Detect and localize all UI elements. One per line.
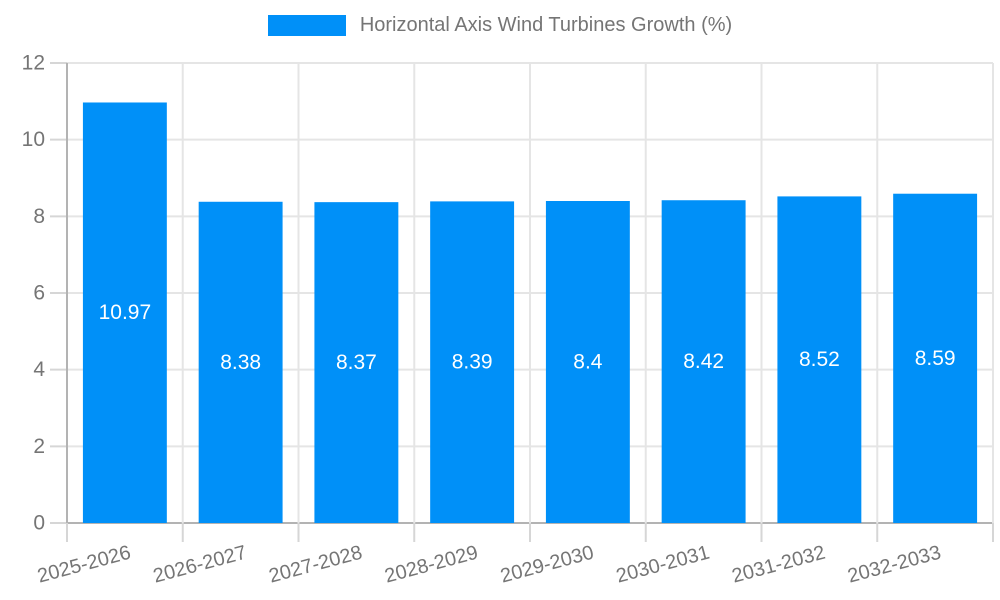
y-tick-label: 8 (33, 205, 45, 228)
legend-label: Horizontal Axis Wind Turbines Growth (%) (359, 14, 733, 36)
bar-2030-2031[interactable] (661, 200, 746, 523)
bar-2031-2032[interactable] (777, 196, 862, 523)
bar-value-label: 8.52 (799, 348, 840, 371)
legend[interactable]: Horizontal Axis Wind Turbines Growth (%) (0, 14, 1000, 37)
x-tick-label: 2026-2027 (151, 542, 249, 588)
x-tick-label: 2029-2030 (498, 542, 596, 588)
bar-2029-2030[interactable] (545, 201, 630, 523)
bar-value-label: 8.4 (573, 351, 603, 374)
x-tick-label: 2025-2026 (35, 542, 133, 588)
bar-2028-2029[interactable] (430, 201, 515, 523)
y-tick-label: 12 (22, 52, 45, 75)
bar-2032-2033[interactable] (893, 193, 978, 523)
legend-swatch (267, 15, 346, 36)
y-tick-label: 2 (33, 435, 45, 458)
y-tick-label: 10 (22, 128, 45, 151)
bar-2027-2028[interactable] (314, 202, 399, 523)
x-tick-label: 2030-2031 (614, 542, 712, 588)
x-tick-label: 2028-2029 (382, 542, 480, 588)
bar-value-label: 8.37 (336, 351, 377, 374)
bar-value-label: 8.59 (915, 347, 956, 370)
bar-value-label: 8.39 (452, 351, 493, 374)
bar-value-label: 8.42 (683, 350, 724, 373)
x-tick-label: 2032-2033 (845, 542, 943, 588)
y-tick-label: 0 (33, 512, 45, 535)
bar-2025-2026[interactable] (82, 102, 167, 523)
y-tick-label: 4 (33, 358, 45, 381)
bar-value-label: 10.97 (99, 301, 152, 324)
bar-value-label: 8.38 (220, 351, 261, 374)
x-tick-label: 2031-2032 (730, 542, 828, 588)
y-tick-label: 6 (33, 282, 45, 305)
bar-2026-2027[interactable] (198, 201, 283, 523)
x-tick-label: 2027-2028 (267, 542, 365, 588)
